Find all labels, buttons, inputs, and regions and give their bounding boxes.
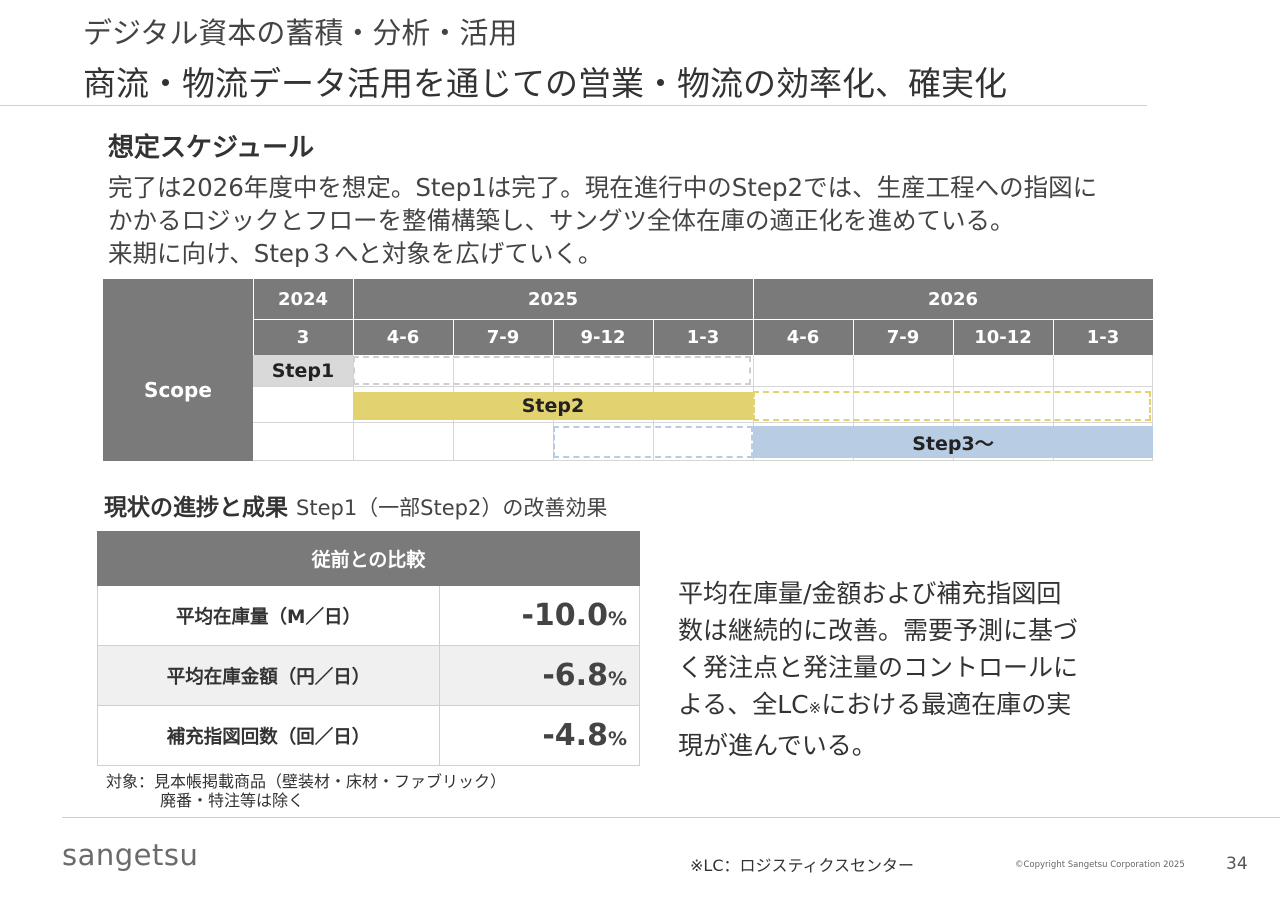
target-note-line-2: 廃番・特注等は除く — [160, 791, 305, 810]
metric-value: -10.0 — [521, 598, 608, 633]
summary-segment: よる、全LC — [678, 690, 809, 719]
title-divider — [0, 105, 1147, 106]
header-separator — [453, 319, 454, 355]
step2-bar: Step2 — [353, 392, 753, 420]
metric-label: 平均在庫量（M／日） — [97, 585, 440, 646]
period-header: 1-3 — [653, 319, 753, 355]
step3-bar: Step3〜 — [753, 426, 1153, 458]
header-separator — [1053, 319, 1054, 355]
grid-line — [853, 355, 854, 461]
period-header: 3 — [253, 319, 353, 355]
step1-bar: Step1 — [253, 355, 353, 386]
schedule-description: 完了は2026年度中を想定。Step1は完了。現在進行中のStep2では、生産工… — [108, 171, 1238, 270]
schedule-table: 2024 2025 2026 Scope 3 4-6 7-9 9-12 1-3 … — [103, 279, 1153, 461]
scope-label: Scope — [103, 319, 253, 461]
step3-lead-outline — [553, 426, 753, 458]
target-note: 対象：見本帳掲載商品（壁装材・床材・ファブリック） 廃番・特注等は除く — [106, 772, 506, 810]
summary-segment: における最適在庫の実 — [821, 690, 1072, 719]
lc-footnote: ※LC：ロジスティクスセンター — [690, 856, 915, 875]
metric-value: -4.8 — [542, 718, 608, 753]
step1-outline — [353, 356, 751, 385]
footer-divider — [62, 817, 1280, 818]
grid-line — [953, 355, 954, 461]
metric-unit: % — [607, 728, 627, 750]
metric-unit: % — [607, 608, 627, 630]
header-separator — [653, 319, 654, 355]
footnote-mark: ※ — [808, 699, 822, 717]
results-heading-title: 現状の進捗と成果 — [104, 495, 288, 521]
target-note-line-1: 対象：見本帳掲載商品（壁装材・床材・ファブリック） — [106, 772, 507, 791]
description-line-3: 来期に向け、Step３へと対象を広げていく。 — [108, 239, 603, 268]
results-heading-note: Step1（一部Step2）の改善効果 — [296, 496, 608, 520]
metric-label: 補充指図回数（回／日） — [97, 705, 440, 766]
year-2025-header: 2025 — [353, 279, 753, 319]
year-2026-header: 2026 — [753, 279, 1153, 319]
metric-unit: % — [607, 668, 627, 690]
schedule-heading: 想定スケジュール — [108, 133, 315, 163]
summary-text: 平均在庫量/金額および補充指図回 数は継続的に改善。需要予測に基づ く発注点と発… — [678, 575, 1138, 764]
summary-line: 数は継続的に改善。需要予測に基づ — [678, 616, 1079, 645]
header-row-separator — [253, 319, 1153, 320]
metric-value-cell: -4.8% — [439, 705, 640, 766]
description-line-2: かかるロジックとフローを整備構築し、サングツ全体在庫の適正化を進めている。 — [108, 206, 1015, 235]
comparison-header: 従前との比較 — [97, 531, 640, 586]
summary-line: 現が進んでいる。 — [678, 731, 877, 760]
page-number: 34 — [1226, 854, 1248, 874]
page-subtitle: デジタル資本の蓄積・分析・活用 — [83, 16, 518, 50]
period-header: 10-12 — [953, 319, 1053, 355]
corner-header-cell — [103, 279, 253, 319]
results-heading: 現状の進捗と成果 Step1（一部Step2）の改善効果 — [104, 488, 607, 522]
page-title: 商流・物流データ活用を通じての営業・物流の効率化、確実化 — [83, 64, 1007, 103]
table-row: 補充指図回数（回／日） -4.8% — [97, 705, 640, 766]
grid-line — [253, 386, 1153, 387]
period-header: 9-12 — [553, 319, 653, 355]
metric-value-cell: -6.8% — [439, 645, 640, 706]
period-header: 7-9 — [453, 319, 553, 355]
summary-line: よる、全LC※における最適在庫の実 — [678, 686, 1138, 727]
metric-value: -6.8 — [542, 658, 608, 693]
metric-label: 平均在庫金額（円／日） — [97, 645, 440, 706]
summary-line: 平均在庫量/金額および補充指図回 — [678, 579, 1062, 608]
copyright: ©Copyright Sangetsu Corporation 2025 — [1015, 860, 1185, 870]
header-separator — [553, 319, 554, 355]
year-2024-header: 2024 — [253, 279, 353, 319]
header-separator — [953, 319, 954, 355]
grid-line — [1053, 355, 1054, 461]
metric-value-cell: -10.0% — [439, 585, 640, 646]
step2-planned-outline — [753, 391, 1151, 421]
header-separator — [353, 279, 354, 355]
summary-line: く発注点と発注量のコントロールに — [678, 653, 1079, 682]
table-row: 平均在庫金額（円／日） -6.8% — [97, 645, 640, 706]
period-header: 1-3 — [1053, 319, 1153, 355]
grid-line — [1152, 355, 1153, 461]
grid-line — [253, 460, 1153, 461]
header-separator — [753, 279, 754, 355]
header-separator — [853, 319, 854, 355]
sangetsu-logo: sangetsu — [62, 838, 199, 872]
grid-line — [253, 422, 1153, 423]
comparison-table: 従前との比較 平均在庫量（M／日） -10.0% 平均在庫金額（円／日） -6.… — [97, 531, 640, 766]
period-header: 4-6 — [753, 319, 853, 355]
period-header: 4-6 — [353, 319, 453, 355]
table-row: 平均在庫量（M／日） -10.0% — [97, 585, 640, 646]
period-header: 7-9 — [853, 319, 953, 355]
description-line-1: 完了は2026年度中を想定。Step1は完了。現在進行中のStep2では、生産工… — [108, 173, 1098, 202]
